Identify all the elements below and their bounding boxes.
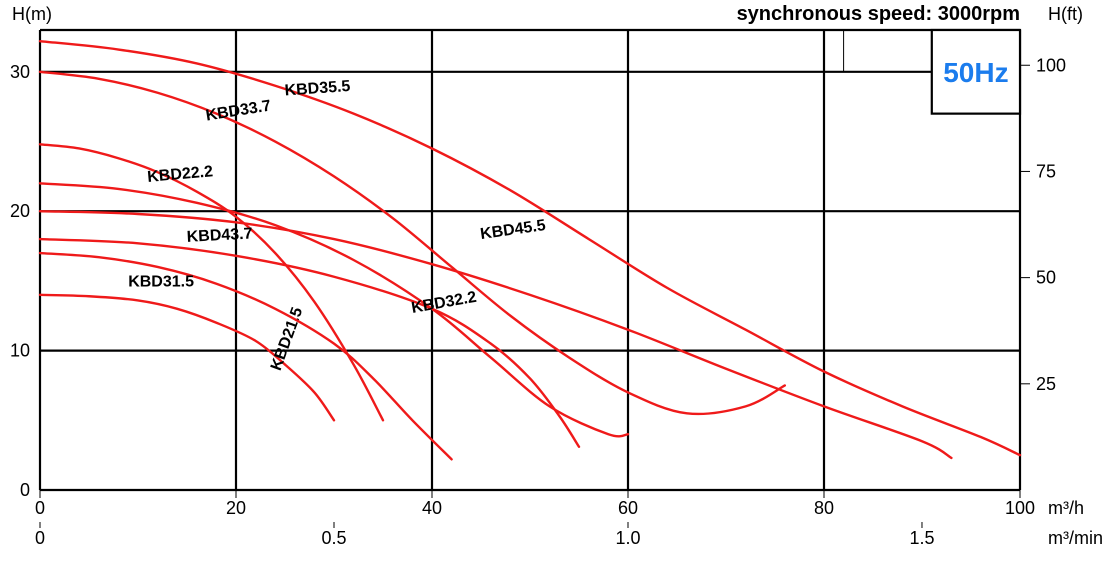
tick-label-x1: 0 [35,498,45,518]
tick-label-x2: 1.5 [909,528,934,548]
tick-label-right: 75 [1036,161,1056,181]
pump-curve-chart: 25 50 75 100 0 20 40 60 80 100 0 0.5 1.0 1.5 0 10 20 30 H(… [0,0,1111,569]
tick-label-right: 25 [1036,374,1056,394]
y-right-title: H(ft) [1048,4,1083,24]
tick-label-x1: 20 [226,498,246,518]
tick-label-left: 0 [20,480,30,500]
x1-title: m³/h [1048,498,1084,518]
tick-label-x1: 80 [814,498,834,518]
tick-label-x1: 100 [1005,498,1035,518]
y-left-title: H(m) [12,4,52,24]
x2-title: m³/min [1048,528,1103,548]
chart-container: { "canvas": { "width": 1111, "height": 5… [0,0,1111,569]
curve-label-KBD31.5: KBD31.5 [128,273,194,290]
tick-label-left: 20 [10,201,30,221]
tick-label-x2: 0 [35,528,45,548]
tick-label-x2: 1.0 [615,528,640,548]
tick-label-x2: 0.5 [321,528,346,548]
tick-label-x1: 60 [618,498,638,518]
tick-label-right: 100 [1036,55,1066,75]
curve-label-KBD43.7: KBD43.7 [186,225,253,245]
tick-label-left: 30 [10,62,30,82]
tick-label-left: 10 [10,341,30,361]
header-note: synchronous speed: 3000rpm [737,3,1020,25]
hz-label: 50Hz [943,57,1008,88]
tick-label-x1: 40 [422,498,442,518]
tick-label-right: 50 [1036,268,1056,288]
